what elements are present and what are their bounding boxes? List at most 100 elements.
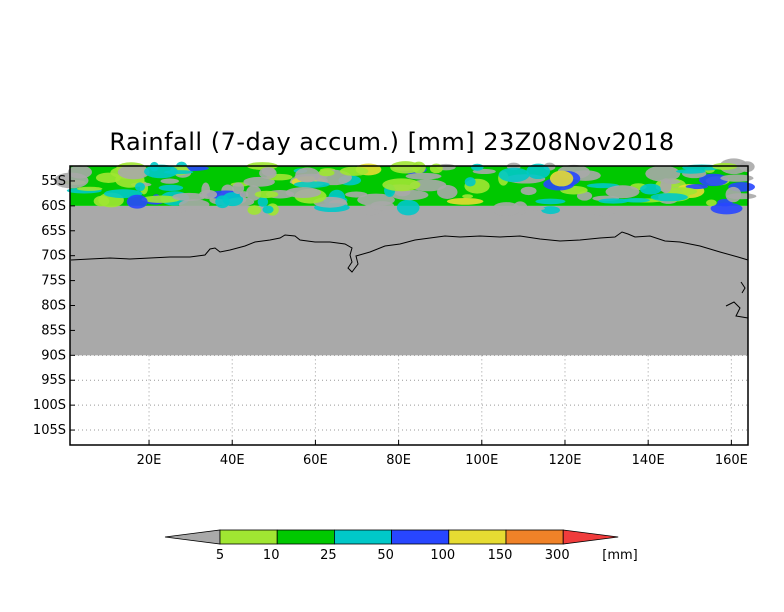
lat-label: 100S (33, 398, 66, 413)
coastline-fragment (725, 281, 749, 319)
rain-patch (598, 198, 629, 204)
rain-patch (622, 198, 650, 203)
rainfall-field (53, 158, 757, 356)
colorbar-segment (219, 529, 278, 545)
rain-patch (199, 189, 218, 200)
rain-patch (720, 174, 754, 182)
rain-patch (382, 178, 421, 192)
rain-patch (660, 178, 672, 194)
lat-label: 70S (41, 249, 66, 264)
rain-patch (239, 191, 249, 198)
colorbar-under-triangle (164, 529, 221, 545)
lon-label: 160E (715, 453, 748, 468)
colorbar-label: 10 (263, 548, 280, 563)
rain-patch (676, 169, 706, 174)
rain-patch (512, 206, 546, 211)
lon-label: 40E (220, 453, 245, 468)
rain-patch (318, 169, 335, 177)
rain-patch (222, 192, 244, 207)
lat-label: 105S (33, 423, 66, 438)
colorbar-segment (391, 529, 450, 545)
rain-patch (126, 194, 148, 209)
rain-patch (396, 199, 420, 216)
rain-patch (592, 206, 616, 217)
rain-patch (640, 183, 662, 195)
rain-patch (259, 167, 277, 180)
rain-patch (158, 184, 184, 191)
rain-patch (254, 190, 279, 199)
rain-patch (160, 178, 179, 184)
rain-patch (345, 191, 368, 198)
lat-label: 85S (41, 323, 66, 338)
rain-patch (437, 185, 458, 199)
rain-patch (390, 161, 421, 174)
rain-patch (293, 181, 330, 188)
rain-patch (705, 199, 717, 207)
lat-label: 55S (41, 174, 66, 189)
rain-patch (429, 163, 443, 174)
rain-patch (247, 205, 262, 215)
rain-patch (405, 172, 442, 180)
lat-label: 60S (41, 199, 66, 214)
rain-patch (370, 201, 395, 211)
rain-patch (243, 176, 275, 187)
colorbar: 5 10 25 50 100 150 300 [mm] (164, 529, 638, 563)
lon-label: 80E (386, 453, 411, 468)
rain-patch (178, 199, 210, 210)
rain-patch (526, 163, 551, 180)
lat-label: 95S (41, 373, 66, 388)
rain-patch (257, 196, 269, 207)
colorbar-segment (333, 529, 392, 545)
map-title: Rainfall (7-day accum.) [mm] 23Z08Nov201… (109, 128, 675, 156)
rain-patch (650, 193, 688, 202)
rain-patch (95, 172, 122, 183)
rain-patch (549, 170, 574, 187)
rain-patch (391, 189, 429, 201)
colorbar-unit: [mm] (602, 548, 637, 563)
rain-patch (134, 182, 146, 192)
rain-patch (498, 167, 530, 183)
antarctica-coastline (70, 231, 749, 273)
colorbar-segment (448, 529, 507, 545)
rain-patch (141, 195, 181, 203)
rain-patch (232, 182, 245, 194)
colorbar-label: 50 (377, 548, 394, 563)
lat-label: 80S (41, 299, 66, 314)
rain-patch (93, 195, 110, 207)
rain-patch (685, 184, 708, 190)
colorbar-segment (276, 529, 335, 545)
rain-patch (295, 167, 320, 183)
rain-patch (117, 164, 150, 180)
longitude-axis: 20E 40E 60E 80E 100E 120E 140E 160E (137, 440, 748, 468)
rain-patch (446, 197, 484, 205)
lon-label: 100E (465, 453, 498, 468)
rain-patch (725, 186, 742, 203)
rain-patch (535, 198, 566, 205)
rain-patch (464, 177, 476, 187)
rain-patch (462, 194, 474, 199)
lon-label: 20E (137, 453, 162, 468)
rain-patch (339, 166, 369, 176)
rain-patch (698, 173, 729, 187)
rain-patch (710, 202, 743, 215)
no-data-region (70, 205, 748, 356)
rain-patch (645, 165, 681, 182)
rain-patch (520, 186, 537, 196)
lon-label: 60E (303, 453, 328, 468)
rain-patch (285, 187, 322, 199)
rain-patch (492, 202, 521, 217)
lon-label: 120E (548, 453, 581, 468)
colorbar-label: 100 (430, 548, 455, 563)
colorbar-label: 5 (216, 548, 224, 563)
lat-label: 65S (41, 224, 66, 239)
graticule (70, 354, 748, 445)
rain-patch (262, 205, 274, 214)
rain-patch (76, 186, 103, 191)
colorbar-segment (505, 529, 564, 545)
rain-patch (471, 163, 484, 171)
rain-patch (151, 208, 186, 214)
rain-patch (541, 206, 560, 215)
colorbar-over-triangle (562, 529, 619, 545)
colorbar-label: 25 (320, 548, 337, 563)
rain-patch (605, 185, 640, 199)
